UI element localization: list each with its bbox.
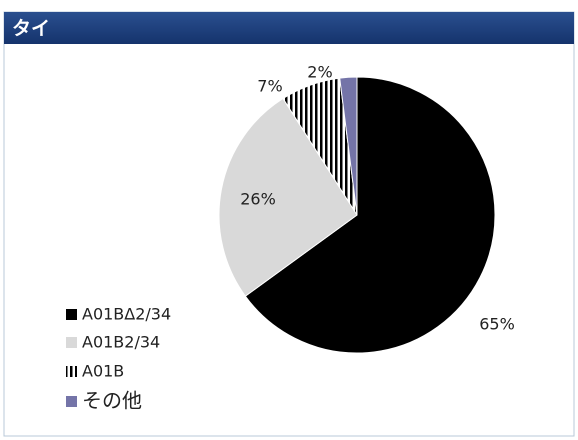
legend-swatch [66,396,77,407]
legend-label: その他 [82,389,142,413]
legend-swatch [66,366,77,377]
pie-slice [339,76,358,216]
legend-swatch [66,309,77,320]
legend-swatch [66,337,77,348]
pie-slice [244,76,496,354]
chart-title: タイ [12,18,50,40]
legend-label: A01B2/34 [82,333,160,352]
data-label: 2% [307,63,332,82]
header [4,12,574,44]
data-label: 26% [240,190,276,209]
data-label: 7% [257,77,282,96]
data-label: 65% [479,315,515,334]
pie-slice [218,97,358,297]
legend-label: A01B [82,362,124,381]
legend-label: A01BΔ2/34 [82,305,171,324]
